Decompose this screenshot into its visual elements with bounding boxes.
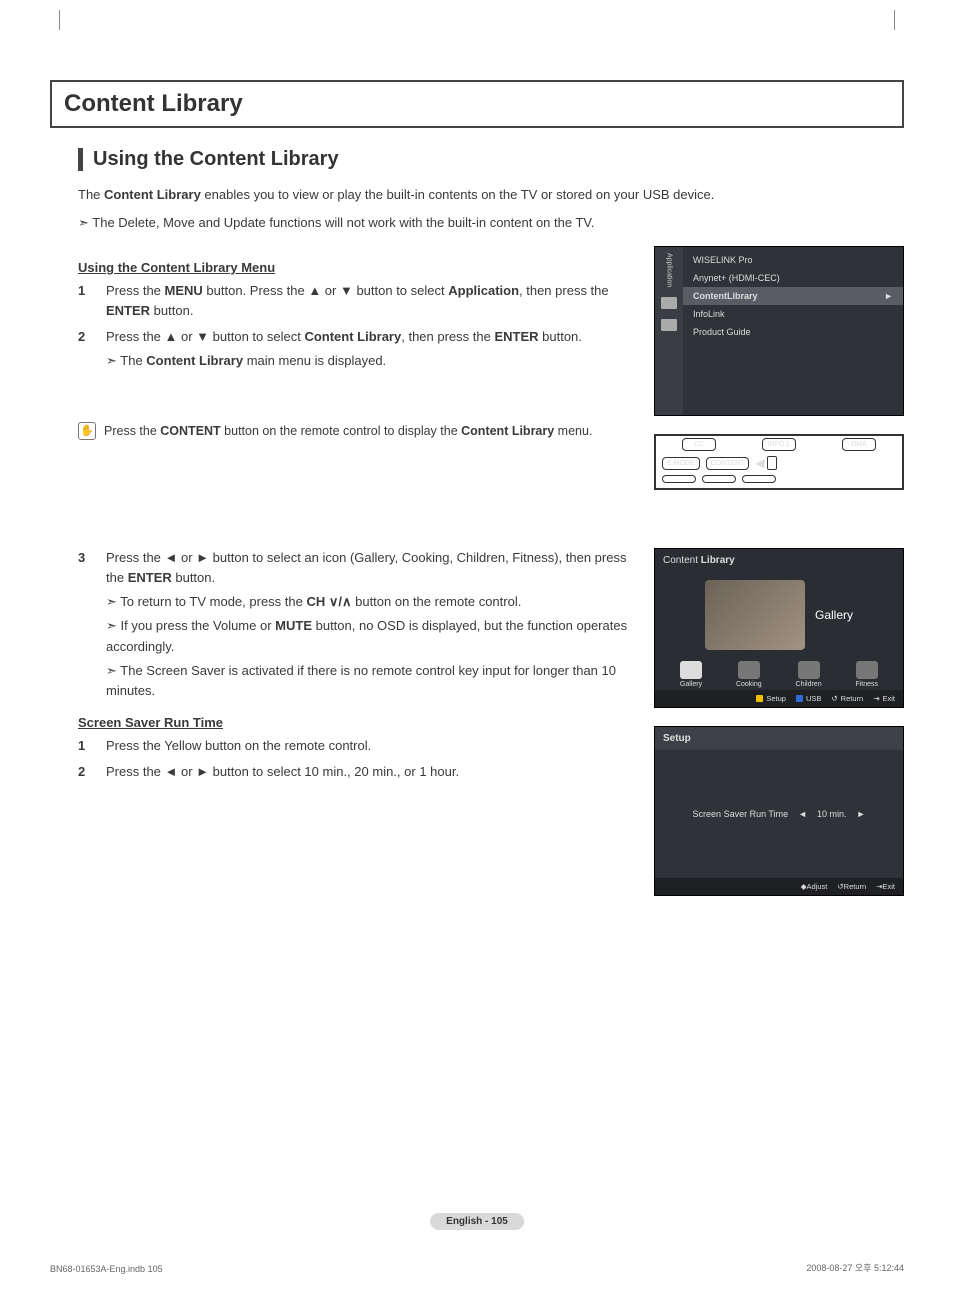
ssr-value: 10 min. xyxy=(817,809,847,819)
remote-button: DMA xyxy=(842,438,876,451)
app-menu-item: Anynet+ (HDMI-CEC) xyxy=(683,269,903,287)
remote-button: INFO.L xyxy=(762,438,796,451)
remote-button: CONTENT xyxy=(706,457,750,470)
footer-left: BN68-01653A-Eng.indb 105 xyxy=(50,1264,163,1274)
category-icon xyxy=(856,661,878,679)
category-icon xyxy=(680,661,702,679)
category-item: Cooking xyxy=(736,661,762,688)
step-3-note-2: If you press the Volume or MUTE button, … xyxy=(106,616,638,656)
hand-icon: ✋ xyxy=(78,422,96,440)
helpbar: Setup USB ↺Return ⇥Exit xyxy=(655,690,903,707)
subhead-ssr: Screen Saver Run Time xyxy=(78,715,638,730)
gallery-label: Gallery xyxy=(815,608,853,622)
sidebar-label: Application xyxy=(666,253,673,287)
screenshot-remote: CC INFO.L DMA E.MODE CONTENT ◀ xyxy=(654,434,904,490)
category-item: Fitness xyxy=(855,661,878,688)
category-label: Gallery xyxy=(680,681,702,688)
step-3: 3 Press the ◄ or ► button to select an i… xyxy=(78,548,638,701)
help-chip: ⇥Exit xyxy=(876,882,895,891)
remote-dpad-icon: ◀ xyxy=(755,455,799,471)
step-3-note-1: To return to TV mode, press the CH ∨/∧ b… xyxy=(106,592,638,612)
help-chip: ⇥Exit xyxy=(873,694,895,703)
app-menu-item: InfoLink xyxy=(683,305,903,323)
help-color-icon xyxy=(796,695,803,702)
hint: ✋ Press the CONTENT button on the remote… xyxy=(78,422,638,441)
app-menu-item: ContentLibrary► xyxy=(683,287,903,305)
page-number: English - 105 xyxy=(430,1213,524,1230)
crop-mark xyxy=(894,10,914,30)
left-arrow-icon: ◄ xyxy=(798,809,807,819)
help-chip: ↺Return xyxy=(831,694,863,703)
subhead-menu: Using the Content Library Menu xyxy=(78,260,638,275)
section-title: Using the Content Library xyxy=(78,148,904,171)
step-2: 2 Press the ▲ or ▼ button to select Cont… xyxy=(78,327,638,371)
chapter-title: Content Library xyxy=(50,80,904,128)
category-item: Children xyxy=(796,661,822,688)
category-label: Cooking xyxy=(736,681,762,688)
category-label: Children xyxy=(796,681,822,688)
help-glyph-icon: ↺ xyxy=(831,694,837,703)
help-chip: ↺Return xyxy=(837,882,866,891)
helpbar: ◆Adjust ↺Return ⇥Exit xyxy=(655,878,903,895)
help-glyph-icon: ⇥ xyxy=(873,694,879,703)
remote-blank-button xyxy=(702,475,736,483)
footer-right: 2008-08-27 오후 5:12:44 xyxy=(806,1261,904,1274)
gallery-preview-image xyxy=(705,580,805,650)
remote-blank-button xyxy=(742,475,776,483)
category-item: Gallery xyxy=(680,661,702,688)
crop-mark xyxy=(40,10,60,30)
remote-blank-button xyxy=(662,475,696,483)
screenshot-setup: Setup Screen Saver Run Time ◄ 10 min. ► … xyxy=(654,726,904,896)
app-menu-item: Product Guide xyxy=(683,323,903,341)
app-menu-item: WISELINK Pro xyxy=(683,251,903,269)
step-3-note-3: The Screen Saver is activated if there i… xyxy=(106,661,638,701)
help-chip: Setup xyxy=(756,694,786,703)
help-chip: ◆Adjust xyxy=(801,882,828,891)
remote-button: CC xyxy=(682,438,716,451)
sidebar-icon xyxy=(661,319,677,331)
step-2-note: The Content Library main menu is display… xyxy=(106,351,638,371)
help-chip: USB xyxy=(796,694,821,703)
ssr-step-1: 1 Press the Yellow button on the remote … xyxy=(78,736,638,756)
screenshot-content-library: Content Library Gallery GalleryCookingCh… xyxy=(654,548,904,708)
remote-button: E.MODE xyxy=(662,457,700,470)
ssr-label: Screen Saver Run Time xyxy=(693,809,789,819)
step-1: 1 Press the MENU button. Press the ▲ or … xyxy=(78,281,638,321)
ssr-step-2: 2 Press the ◄ or ► button to select 10 m… xyxy=(78,762,638,782)
help-color-icon xyxy=(756,695,763,702)
intro-text: The Content Library enables you to view … xyxy=(78,185,904,205)
category-icon xyxy=(798,661,820,679)
right-arrow-icon: ► xyxy=(857,809,866,819)
intro-note: The Delete, Move and Update functions wi… xyxy=(78,213,904,233)
category-label: Fitness xyxy=(855,681,878,688)
screenshot-application-menu: Application WISELINK ProAnynet+ (HDMI-CE… xyxy=(654,246,904,416)
sidebar-icon xyxy=(661,297,677,309)
category-icon xyxy=(738,661,760,679)
